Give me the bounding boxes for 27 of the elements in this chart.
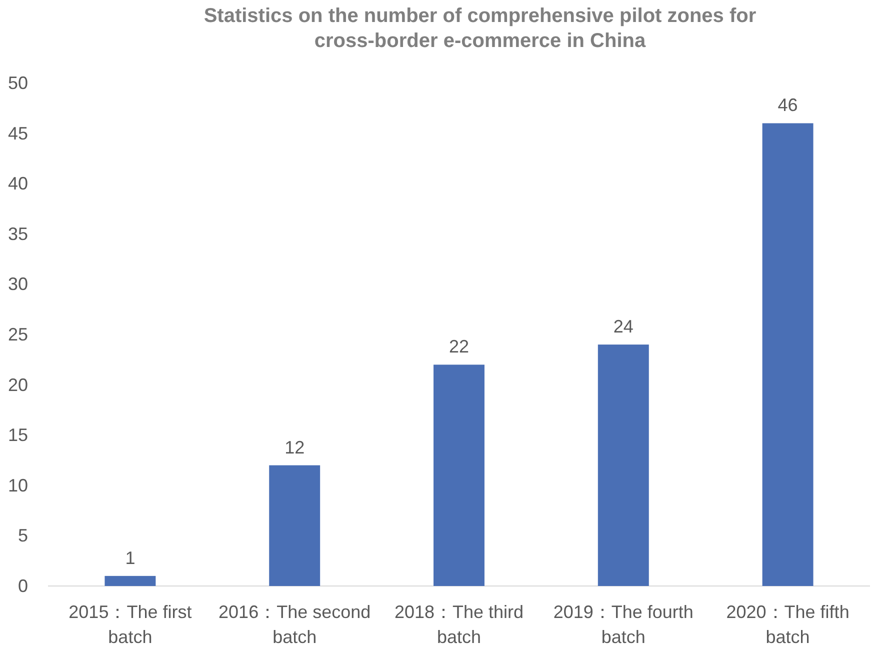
x-tick-label: 2015：The first batch — [68, 602, 192, 647]
y-tick-label: 0 — [18, 576, 28, 596]
y-tick-label: 10 — [8, 475, 28, 496]
y-tick-label: 5 — [18, 526, 28, 546]
data-label: 22 — [448, 336, 470, 357]
x-tick-label: 2016：The second batch — [218, 602, 371, 647]
data-label: 46 — [778, 95, 798, 116]
x-tick-label: 2018：The third batch — [394, 602, 524, 647]
y-tick-label: 35 — [8, 224, 28, 244]
bar — [598, 344, 649, 586]
x-tick-label: 2019：The fourth batch — [553, 602, 694, 647]
bar — [434, 364, 484, 586]
y-tick-label: 25 — [8, 324, 28, 344]
y-tick-label: 20 — [8, 374, 28, 395]
data-label: 1 — [125, 548, 136, 568]
bar — [104, 576, 156, 586]
bar — [762, 123, 814, 586]
data-label: 12 — [284, 437, 305, 458]
y-tick-label: 15 — [8, 425, 28, 446]
y-tick-label: 40 — [8, 174, 28, 194]
y-tick-label: 45 — [8, 123, 28, 144]
y-tick-label: 30 — [8, 274, 28, 294]
data-label: 24 — [613, 316, 634, 337]
y-tick-label: 50 — [8, 73, 28, 93]
chart-title: Statistics on the number of comprehensive pilot zones for cross-border e-commerce in China — [204, 5, 756, 52]
bar — [269, 465, 320, 586]
x-tick-label: 2020：The fifth batch — [726, 602, 850, 647]
